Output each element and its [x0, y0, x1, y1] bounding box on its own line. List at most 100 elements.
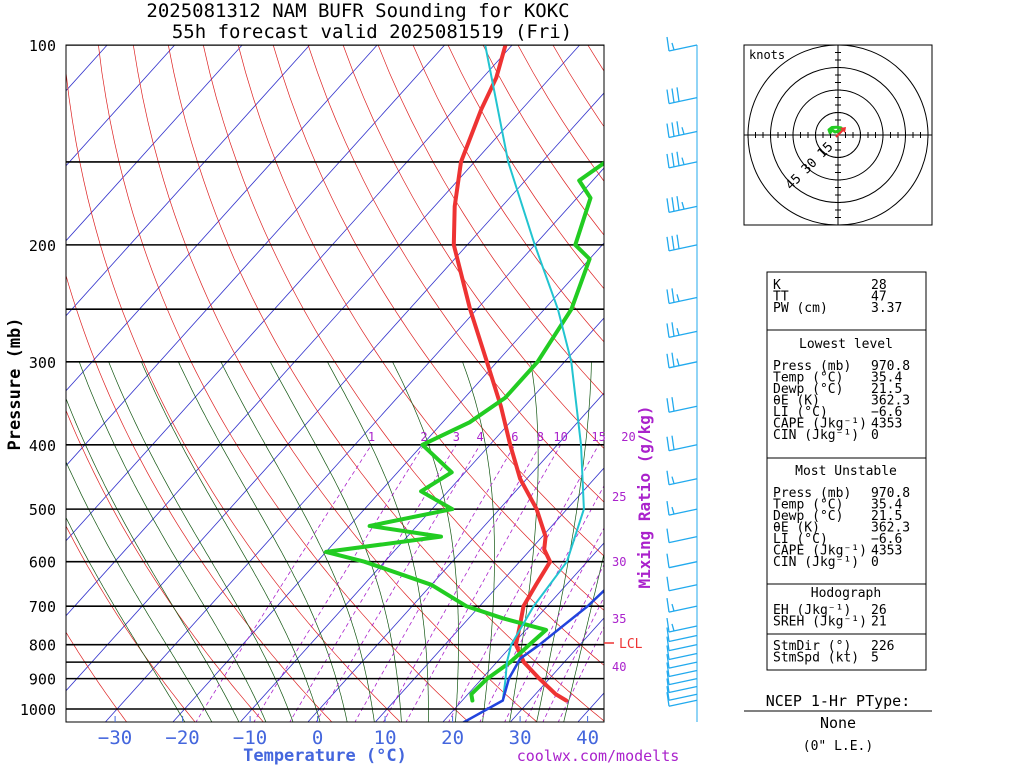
- dry-adiabat-line: [66, 631, 128, 722]
- ptype-value: None: [820, 714, 856, 732]
- wind-barb: [668, 44, 698, 52]
- index-section-header: Hodograph: [811, 586, 881, 601]
- moist-adiabat-line: [392, 361, 459, 722]
- dry-adiabat-line: [66, 525, 196, 722]
- wind-barb: [668, 634, 698, 643]
- dry-adiabat-line: [447, 45, 604, 290]
- mixing-ratio-line: [504, 527, 604, 722]
- dewpoint-profile-line: [324, 160, 604, 703]
- wind-barb: [668, 96, 698, 105]
- moist-adiabat-line: [220, 361, 375, 722]
- dry-adiabat-line: [202, 45, 604, 666]
- isotherm-line: [66, 92, 604, 692]
- wind-barb-flag: [666, 645, 670, 660]
- mixing-ratio-tick-label: 40: [612, 660, 626, 674]
- index-value: −6.6: [871, 532, 902, 547]
- wind-barb: [668, 508, 698, 516]
- isotherm-line: [66, 45, 513, 542]
- title-line-2: 55h forecast valid 2025081519 (Fri): [172, 21, 572, 43]
- mixing-ratio-tick-label: 10: [553, 430, 567, 444]
- mixing-ratio-line: [315, 444, 481, 722]
- wind-barb-flag: [666, 123, 670, 138]
- temperature-tick-label: 20: [441, 727, 464, 749]
- index-value: 970.8: [871, 486, 910, 501]
- wind-barb-flag: [671, 322, 675, 337]
- index-label: PW (cm): [773, 301, 828, 316]
- wind-barb-flag: [671, 623, 675, 632]
- wind-barb: [668, 330, 698, 339]
- wind-barb-flag: [676, 121, 680, 136]
- index-label: Dewp (°C): [773, 509, 843, 524]
- wind-barb-flag: [666, 598, 670, 613]
- wind-barb-column: [666, 36, 698, 722]
- mixing-ratio-line: [524, 563, 604, 722]
- wind-barb: [668, 685, 698, 694]
- wind-barb-flag: [666, 236, 670, 251]
- isotherm-line: [66, 45, 175, 167]
- pressure-tick-label: 500: [29, 501, 56, 519]
- wind-barb-flag: [671, 506, 675, 515]
- wind-barb-flag: [681, 201, 685, 210]
- mixing-ratio-line: [542, 596, 604, 722]
- wind-barb-flag: [671, 42, 675, 51]
- dry-adiabat-line: [66, 274, 333, 722]
- wind-barb: [668, 444, 698, 452]
- wind-barb-flag: [666, 470, 670, 485]
- wind-barb-flag: [676, 151, 680, 166]
- isotherm-line: [66, 45, 310, 317]
- wind-barb-flag: [666, 678, 670, 693]
- wind-barb-flag: [666, 528, 670, 543]
- y-axis-label: Pressure (mb): [5, 317, 25, 450]
- wind-barb-flag: [666, 553, 670, 568]
- index-label: TT: [773, 290, 789, 305]
- wind-barb-flag: [666, 576, 670, 591]
- dry-adiabat-line: [98, 45, 470, 722]
- wind-barb-flag: [676, 294, 680, 302]
- wind-barb-flag: [666, 501, 670, 516]
- temperature-tick-label: 10: [374, 727, 397, 749]
- wind-barb-flag: [666, 323, 670, 338]
- wind-barb-flag: [666, 289, 670, 304]
- wind-barb-flag: [666, 686, 670, 701]
- index-value: 21.5: [871, 509, 902, 524]
- index-label: StmSpd (kt): [773, 651, 859, 666]
- index-label: θE (K): [773, 394, 820, 409]
- wind-barb-flag: [676, 234, 680, 249]
- index-label: CIN (Jkg⁻¹): [773, 555, 859, 570]
- index-value: 4353: [871, 417, 902, 432]
- index-label: θE (K): [773, 521, 820, 536]
- indices-frame: [766, 271, 927, 671]
- isotherm-line: [172, 242, 604, 722]
- dry-adiabat-line: [167, 45, 604, 722]
- dry-adiabat-line: [412, 45, 604, 343]
- moist-adiabat-line: [327, 361, 429, 722]
- wind-barb: [668, 535, 698, 544]
- moist-adiabat-line: [462, 361, 495, 722]
- mixing-ratio-axis-label: Mixing Ratio (g/kg): [635, 405, 654, 588]
- dry-adiabat-line: [237, 45, 604, 611]
- wind-barb-flag: [676, 196, 680, 211]
- temperature-tick-label: −30: [98, 727, 132, 749]
- mixing-ratio-line: [557, 625, 604, 722]
- index-value: 3.37: [871, 301, 902, 316]
- index-value: 28: [871, 278, 887, 293]
- wind-barb-flag: [671, 352, 675, 367]
- moist-adiabat-line: [66, 397, 240, 722]
- wind-barb-flag: [666, 36, 670, 52]
- wind-barb: [668, 693, 698, 701]
- index-value: 47: [871, 290, 887, 305]
- wind-barb: [668, 669, 698, 678]
- mixing-ratio-tick-label: 20: [621, 430, 635, 444]
- mixing-ratio-tick-label: 25: [612, 490, 626, 504]
- index-value: 0: [871, 555, 879, 570]
- wind-barb-flag: [671, 288, 675, 303]
- pressure-tick-label: 600: [29, 554, 56, 572]
- wind-barb: [668, 584, 698, 592]
- wind-barb-flag: [681, 127, 685, 135]
- index-value: 21.5: [871, 382, 902, 397]
- wind-barb-flag: [671, 603, 675, 612]
- wind-barb: [668, 205, 698, 214]
- wind-barb: [668, 652, 698, 661]
- mixing-ratio-line: [195, 444, 372, 722]
